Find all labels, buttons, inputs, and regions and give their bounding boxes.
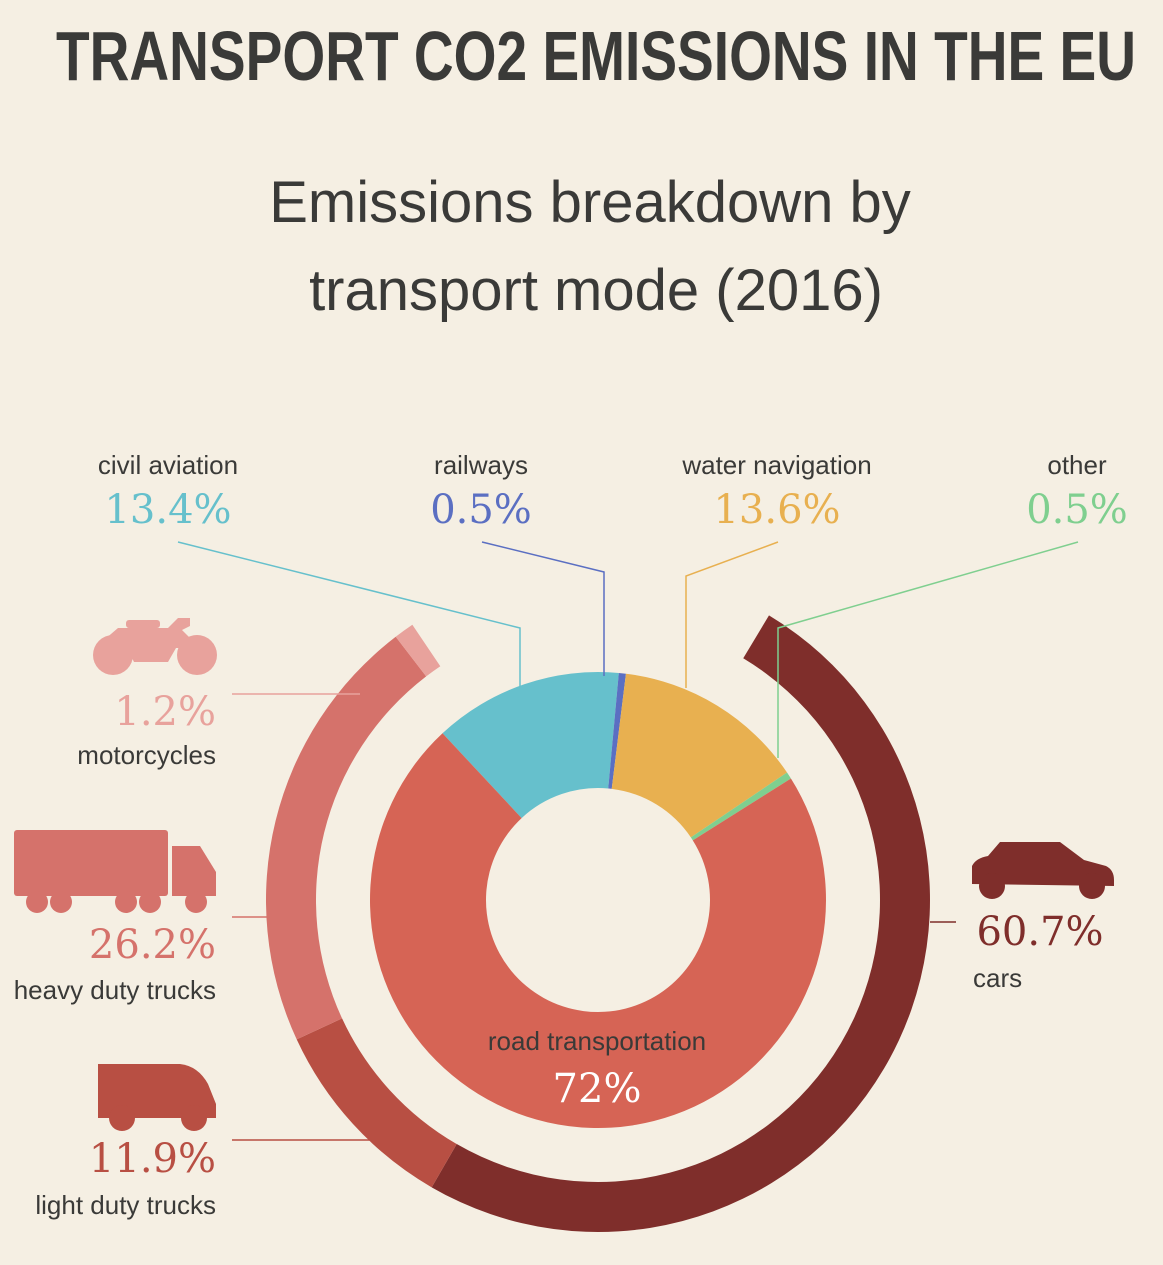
value-water-navigation: 13.6%	[713, 487, 840, 533]
transport-mode-donut	[370, 672, 826, 1128]
label-motorcycles: motorcycles	[77, 740, 216, 770]
slice-other	[690, 772, 791, 841]
road-subcategory-ring	[266, 615, 930, 1232]
label-civil-aviation: civil aviation	[98, 450, 238, 480]
subtitle-line-2: transport mode (2016)	[309, 258, 883, 323]
ring-segment-heavy-duty-trucks	[266, 636, 427, 1040]
label-railways: railways	[434, 450, 528, 480]
label-cars: cars	[973, 963, 1022, 993]
ring-segment-cars	[431, 615, 930, 1232]
leader-lines	[177, 541, 1079, 1141]
car-icon	[972, 842, 1114, 899]
slice-civil-aviation	[442, 672, 619, 819]
ring-segment-light-duty-trucks	[296, 1018, 457, 1188]
label-heavy-duty-trucks: heavy duty trucks	[14, 975, 216, 1005]
van-icon	[98, 1064, 216, 1131]
label-other: other	[1047, 450, 1107, 480]
value-cars: 60.7%	[976, 909, 1103, 955]
leader-other	[777, 541, 1079, 758]
value-light-duty-trucks: 11.9%	[89, 1136, 216, 1182]
value-civil-aviation: 13.4%	[104, 487, 231, 533]
ring-segment-motorcycles	[395, 624, 441, 677]
truck-icon	[14, 830, 216, 913]
value-railways: 0.5%	[430, 487, 532, 533]
leader-civil-aviation	[177, 541, 521, 688]
motorcycle-icon	[93, 618, 217, 675]
slice-railways	[608, 672, 626, 789]
value-road-transportation: 72%	[553, 1066, 642, 1112]
label-road-transportation: road transportation	[488, 1026, 706, 1056]
value-other: 0.5%	[1026, 487, 1128, 533]
value-motorcycles: 1.2%	[114, 689, 216, 735]
label-water-navigation: water navigation	[681, 450, 871, 480]
slice-water-navigation	[611, 673, 788, 838]
label-light-duty-trucks: light duty trucks	[35, 1190, 216, 1220]
subtitle-line-1: Emissions breakdown by	[269, 170, 911, 235]
leader-water-navigation	[685, 541, 779, 688]
leader-railways	[481, 541, 605, 676]
slice-road-transportation	[370, 733, 826, 1128]
page-title: TRANSPORT CO2 EMISSIONS IN THE EU	[56, 17, 1136, 95]
value-heavy-duty-trucks: 26.2%	[89, 922, 216, 968]
